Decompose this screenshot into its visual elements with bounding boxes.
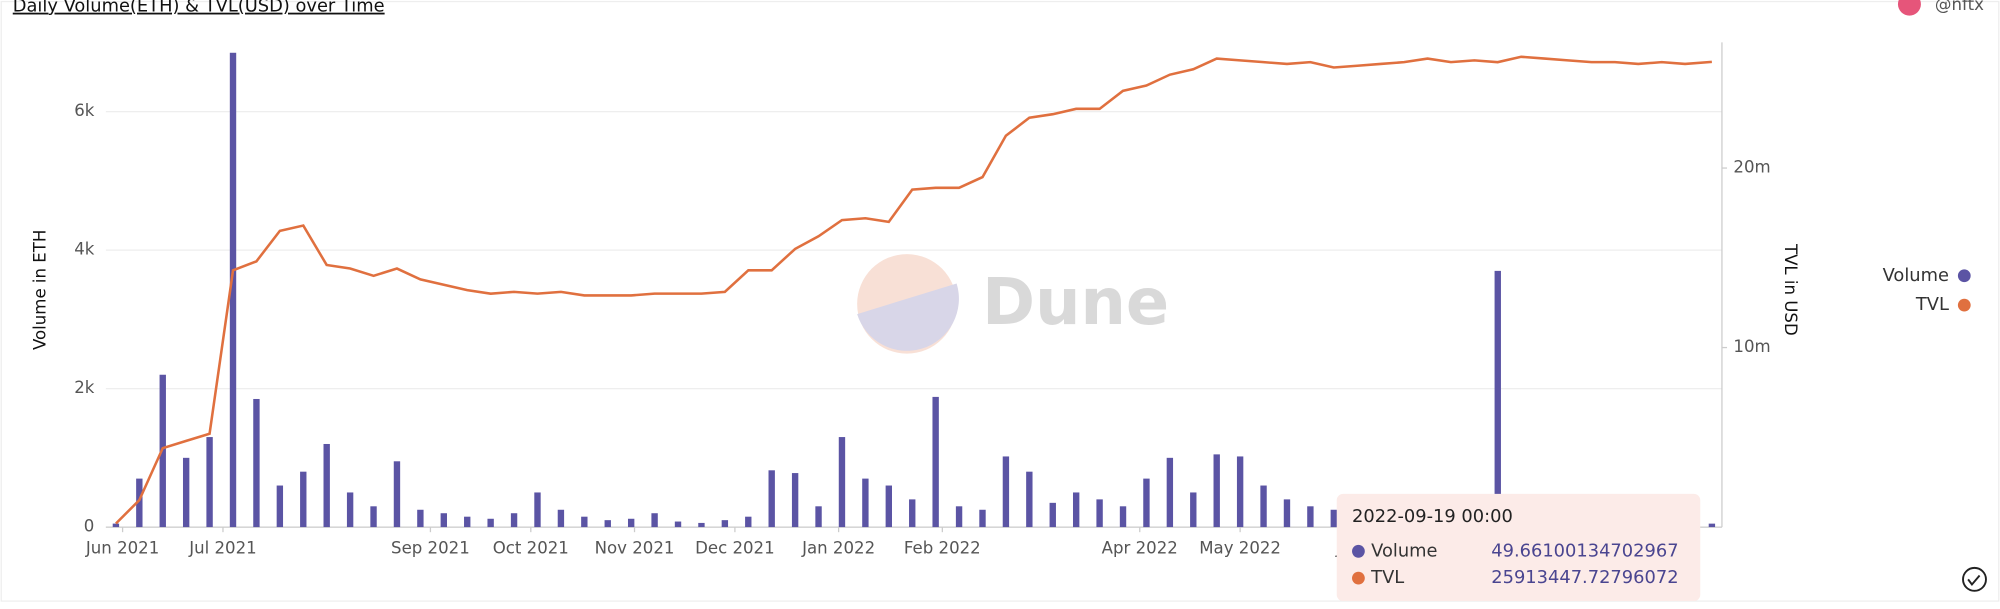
avatar <box>1897 0 1921 16</box>
bar <box>440 513 447 528</box>
bar <box>323 443 330 528</box>
x-tick-label: Apr 2022 <box>1102 538 1178 557</box>
bar <box>1283 499 1291 528</box>
x-tick-label: Dec 2021 <box>695 538 775 557</box>
x-tick-label: Feb 2022 <box>904 538 981 557</box>
y2-tick-label: 20m <box>1733 158 1770 177</box>
tooltip-value: 25913447.72796072 <box>1491 567 1678 588</box>
x-tick-label: May 2022 <box>1199 538 1281 557</box>
bar <box>1143 478 1150 528</box>
handle: @nftx <box>1935 0 1984 14</box>
bar <box>1119 506 1127 528</box>
y-tick-label: 4k <box>74 240 95 259</box>
watermark-logo-part <box>857 283 959 351</box>
bar <box>1213 454 1220 528</box>
bar <box>791 473 799 528</box>
bar <box>276 485 284 528</box>
bar <box>1190 492 1197 528</box>
tooltip-marker <box>1352 571 1365 585</box>
bar <box>229 52 237 528</box>
bar <box>182 457 190 528</box>
bar <box>815 506 822 528</box>
bar <box>627 518 635 528</box>
tooltip-value: 49.66100134702967 <box>1491 540 1678 561</box>
bar <box>136 478 143 528</box>
bar <box>557 509 565 528</box>
bar <box>581 516 588 528</box>
bar <box>1307 506 1314 528</box>
bar <box>300 471 307 528</box>
bar <box>721 520 729 528</box>
bar <box>1072 492 1080 528</box>
bar <box>932 396 939 528</box>
bar <box>1096 499 1103 528</box>
line <box>115 55 1712 525</box>
bar <box>370 506 377 528</box>
y2-tick-label: 10m <box>1733 337 1770 356</box>
tooltip-marker <box>1352 544 1365 558</box>
bar <box>885 485 892 528</box>
bar <box>604 520 611 528</box>
legend-marker <box>1957 298 1971 312</box>
bar <box>393 461 401 528</box>
tooltip-name: Volume <box>1371 540 1437 561</box>
bar <box>1708 523 1716 528</box>
watermark: Dune <box>857 254 1169 354</box>
check-icon[interactable] <box>1962 566 1987 592</box>
bar <box>510 513 518 528</box>
bar <box>745 516 752 528</box>
bar <box>909 499 916 528</box>
bar <box>1236 456 1244 528</box>
bar <box>979 509 986 528</box>
y-tick-label: 2k <box>74 378 95 397</box>
bar <box>838 437 846 528</box>
tooltip-box <box>1336 493 1701 602</box>
bar <box>651 513 658 528</box>
bar <box>862 478 869 528</box>
watermark-text: Dune <box>982 266 1169 340</box>
chart-title: Daily Volume(ETH) & TVL(USD) over Time <box>13 0 385 17</box>
legend-marker <box>1957 269 1971 283</box>
x-tick-label: Sep 2021 <box>391 538 470 557</box>
x-tick-label: Jul 2021 <box>188 538 256 557</box>
bar <box>346 492 354 528</box>
x-tick-label: Jan 2022 <box>801 538 875 557</box>
bar <box>206 437 213 528</box>
bar <box>1494 270 1501 528</box>
tooltip-title: 2022-09-19 00:00 <box>1352 506 1513 527</box>
tooltip: 2022-09-19 00:00 Volume 49.66100134702967 T… <box>1336 493 1701 602</box>
bar <box>253 398 260 528</box>
bar <box>768 470 775 528</box>
bar <box>1049 502 1056 528</box>
bar <box>417 509 424 528</box>
bar <box>674 521 682 528</box>
bar <box>1330 509 1338 528</box>
bar <box>534 492 541 528</box>
bar <box>487 518 494 528</box>
legend-label: Volume <box>1883 265 1949 286</box>
check-mark <box>1967 574 1981 587</box>
legend-label: TVL <box>1915 294 1949 315</box>
y2-axis-label: TVL in USD <box>1781 243 1800 336</box>
tooltip-name: TVL <box>1370 567 1404 588</box>
bar <box>1002 456 1010 528</box>
y-tick-label: 6k <box>74 101 95 120</box>
bar <box>464 516 471 528</box>
bar <box>1026 471 1033 528</box>
x-tick-label: Jun 2021 <box>85 538 159 557</box>
bar <box>698 522 705 528</box>
y-tick-label: 0 <box>84 517 95 536</box>
x-tick-label: Nov 2021 <box>595 538 675 557</box>
x-tick-label: Oct 2021 <box>493 538 569 557</box>
bar <box>955 506 963 528</box>
y-axis-label: Volume in ETH <box>30 230 49 350</box>
bar <box>1166 457 1174 528</box>
bar <box>112 523 120 528</box>
bar <box>1260 485 1267 528</box>
